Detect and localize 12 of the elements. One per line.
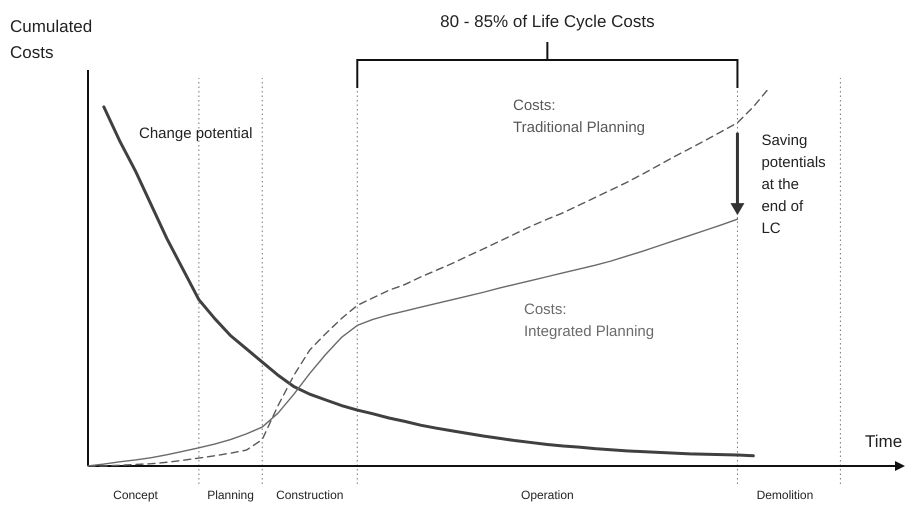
- x-axis-title: Time: [865, 432, 902, 451]
- y-axis-title: Cumulated Costs: [10, 17, 92, 62]
- x-tick-label: Operation: [521, 488, 574, 502]
- series-label: Change potential: [139, 125, 252, 142]
- annotation: Saving potentials at the end of LC: [761, 132, 826, 237]
- x-tick-label: Demolition: [756, 488, 814, 502]
- text: Costs: Traditional Planning: [513, 97, 646, 136]
- text: 80 - 85% of Life Cycle Costs: [440, 12, 655, 31]
- series-label: Costs: Integrated Planning: [524, 301, 654, 340]
- x-tick-label: Construction: [276, 488, 344, 502]
- x-tick-label: Concept: [113, 488, 159, 502]
- x-tick-label: Planning: [207, 488, 254, 502]
